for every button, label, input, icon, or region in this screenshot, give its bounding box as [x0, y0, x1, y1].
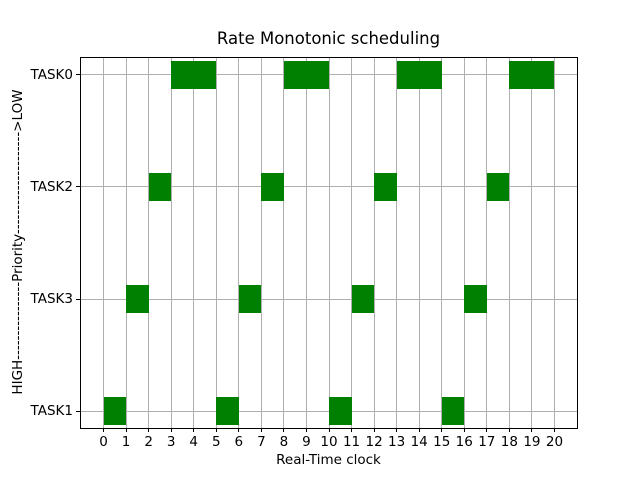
y-gridline: [81, 298, 577, 300]
x-tick-label: 8: [279, 434, 289, 450]
plot-area: 0 1 2 3 4 5 6 7 8 9 10 11 12 13 14 15 16 17 18 19 20 TASK0 TAS…: [31, 57, 578, 450]
x-tick-mark: [215, 428, 217, 432]
task-bar: [171, 61, 216, 89]
x-tick-mark: [531, 428, 533, 432]
x-tick-mark: [260, 428, 262, 432]
task-bar: [509, 61, 554, 89]
x-tick-mark: [328, 428, 330, 432]
x-gridline: [305, 58, 307, 428]
x-tick-label: 13: [388, 434, 406, 450]
task-bar: [261, 173, 284, 201]
task-bar: [126, 285, 149, 313]
y-tick-label: TASK1: [30, 403, 73, 420]
x-tick-label: 5: [211, 434, 221, 450]
x-tick-label: 12: [365, 434, 383, 450]
x-gridline: [148, 58, 150, 428]
x-gridline: [441, 58, 443, 428]
x-tick-label: 9: [302, 434, 311, 450]
x-tick-label: 14: [410, 434, 428, 450]
task-bar: [284, 61, 329, 89]
x-gridline: [170, 58, 172, 428]
x-tick-mark: [283, 428, 285, 432]
task-bar: [216, 397, 239, 425]
task-bar: [464, 285, 487, 313]
x-gridline: [238, 58, 240, 428]
x-gridline: [125, 58, 127, 428]
x-tick-label: 15: [433, 434, 451, 450]
x-tick-label: 3: [166, 434, 176, 450]
x-tick-label: 1: [121, 434, 131, 450]
x-tick-label: 7: [257, 434, 266, 450]
y-tick-mark: [76, 74, 81, 76]
x-tick-label: 16: [455, 434, 473, 450]
task-bar: [374, 173, 397, 201]
x-gridline: [351, 58, 353, 428]
x-gridline: [103, 58, 105, 428]
y-gridline: [81, 186, 577, 188]
x-tick-label: 10: [320, 434, 338, 450]
task-bar: [397, 61, 442, 89]
y-tick-label: TASK3: [30, 291, 73, 308]
task-bar: [352, 285, 374, 313]
chart-title: Rate Monotonic scheduling: [216, 29, 441, 48]
x-tick-mark: [463, 428, 465, 432]
y-tick-mark: [76, 298, 81, 300]
x-tick-mark: [508, 428, 510, 432]
x-tick-mark: [418, 428, 420, 432]
x-gridline: [508, 58, 510, 428]
x-tick-label: 11: [342, 434, 361, 450]
x-tick-mark: [193, 428, 195, 432]
task-bar: [239, 285, 261, 313]
x-gridline: [328, 58, 330, 428]
x-tick-label: 17: [478, 434, 496, 450]
x-tick-label: 19: [523, 434, 541, 450]
x-tick-mark: [125, 428, 127, 432]
x-tick-mark: [351, 428, 353, 432]
task-bar: [442, 397, 464, 425]
x-tick-label: 6: [234, 434, 244, 450]
y-tick-label: TASK2: [30, 178, 73, 195]
task-bar: [487, 173, 509, 201]
x-gridline: [531, 58, 533, 428]
x-tick-mark: [305, 428, 307, 432]
x-tick-label: 20: [545, 434, 564, 450]
x-tick-mark: [441, 428, 443, 432]
x-tick-mark: [103, 428, 105, 432]
x-tick-mark: [396, 428, 398, 432]
y-tick-label: TASK0: [30, 66, 73, 83]
x-gridline: [396, 58, 398, 428]
x-tick-mark: [170, 428, 172, 432]
x-tick-mark: [373, 428, 375, 432]
task-bar: [329, 397, 352, 425]
y-gridline: [81, 74, 577, 76]
x-gridline: [373, 58, 375, 428]
y-axis-label: HIGH----------------Priority------------…: [10, 89, 26, 395]
x-tick-mark: [238, 428, 240, 432]
x-gridline: [553, 58, 555, 428]
task-bar: [104, 397, 126, 425]
x-tick-mark: [553, 428, 555, 432]
x-gridline: [418, 58, 420, 428]
y-tick-mark: [76, 410, 81, 412]
x-gridline: [260, 58, 262, 428]
x-tick-mark: [148, 428, 150, 432]
x-tick-label: 4: [189, 434, 199, 450]
x-tick-label: 2: [144, 434, 153, 450]
x-gridline: [193, 58, 195, 428]
x-gridline: [486, 58, 488, 428]
x-gridline: [215, 58, 217, 428]
task-bar: [149, 173, 171, 201]
x-tick-mark: [486, 428, 488, 432]
y-tick-mark: [76, 186, 81, 188]
x-tick-label: 0: [99, 434, 108, 450]
x-axis-label: Real-Time clock: [276, 452, 381, 468]
x-gridline: [283, 58, 285, 428]
x-tick-label: 18: [500, 434, 518, 450]
x-gridline: [463, 58, 465, 428]
